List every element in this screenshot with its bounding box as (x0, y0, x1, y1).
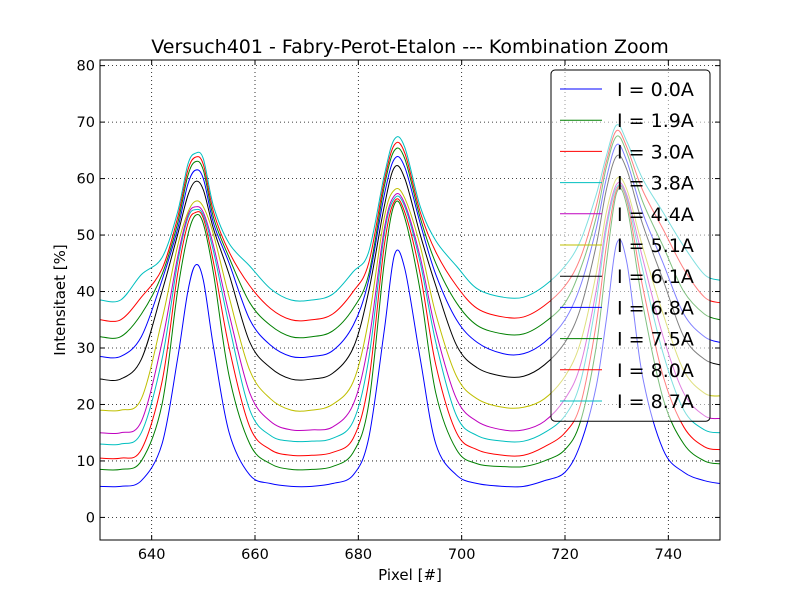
y-tick-label: 10 (77, 454, 95, 470)
x-tick-label: 740 (654, 547, 682, 563)
legend: I = 0.0A I = 1.9A I = 3.0A I = 3.8A I = 4.4A… (550, 69, 711, 422)
legend-label: I = 8.0A (617, 360, 694, 382)
legend-label: I = 8.7A (617, 391, 694, 413)
legend-label: I = 6.1A (617, 266, 694, 288)
legend-label: I = 6.8A (617, 297, 694, 319)
x-tick-label: 720 (551, 547, 579, 563)
legend-label: I = 7.5A (617, 329, 694, 351)
legend-label: I = 5.1A (617, 235, 694, 257)
y-tick-label: 0 (86, 510, 95, 526)
y-tick-label: 70 (77, 115, 95, 131)
legend-label: I = 1.9A (617, 110, 694, 132)
legend-label: I = 3.0A (617, 141, 694, 163)
ticks (100, 60, 720, 540)
x-tick-label: 660 (241, 547, 269, 563)
x-tick-label: 640 (138, 547, 166, 563)
y-tick-label: 30 (77, 341, 95, 357)
chart-title: Versuch401 - Fabry-Perot-Etalon --- Komb… (151, 36, 668, 58)
y-tick-label: 80 (77, 59, 95, 75)
legend-box (550, 69, 711, 422)
y-tick-label: 20 (77, 397, 95, 413)
x-tick-label: 680 (344, 547, 372, 563)
legend-label: I = 4.4A (617, 204, 694, 226)
y-tick-label: 50 (77, 228, 95, 244)
tick-labels: 640 660 680 700 720 740 0 10 20 30 40 50 60 70 80 (77, 59, 683, 563)
y-tick-label: 40 (77, 285, 95, 301)
legend-label: I = 3.8A (617, 173, 694, 195)
plot-frame (99, 59, 721, 541)
y-axis-title: Intensitaet [%] (51, 244, 69, 355)
legend-label: I = 0.0A (617, 79, 694, 101)
y-tick-label: 60 (77, 172, 95, 188)
x-axis-title: Pixel [#] (378, 566, 442, 584)
x-tick-label: 700 (448, 547, 476, 563)
